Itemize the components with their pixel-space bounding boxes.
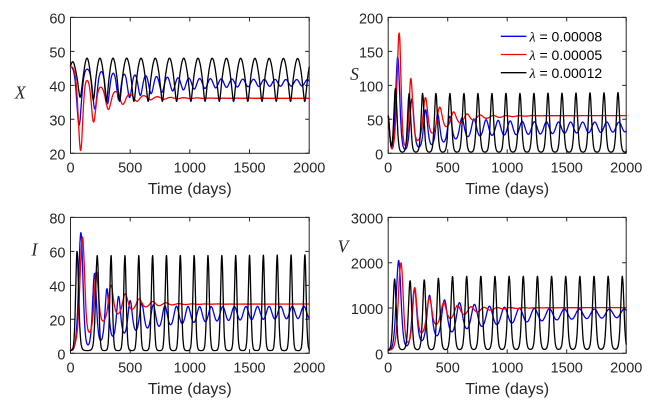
svg-text:λ = 0.00008: λ = 0.00008: [529, 29, 603, 46]
svg-text:200: 200: [359, 11, 383, 27]
svg-text:40: 40: [49, 279, 65, 295]
svg-text:2000: 2000: [610, 160, 642, 176]
svg-text:0: 0: [384, 360, 392, 376]
svg-text:1500: 1500: [233, 160, 265, 176]
svg-text:1500: 1500: [551, 360, 583, 376]
svg-text:2000: 2000: [610, 360, 642, 376]
svg-text:500: 500: [436, 360, 460, 376]
svg-text:40: 40: [49, 79, 65, 95]
svg-text:X: X: [14, 83, 27, 103]
svg-text:20: 20: [49, 313, 65, 329]
svg-text:50: 50: [49, 45, 65, 61]
svg-text:3000: 3000: [351, 211, 383, 227]
svg-text:λ = 0.00012: λ = 0.00012: [529, 65, 603, 82]
svg-text:1000: 1000: [351, 302, 383, 318]
svg-text:80: 80: [49, 211, 65, 227]
svg-text:Time (days): Time (days): [148, 381, 232, 398]
svg-text:20: 20: [49, 147, 65, 163]
svg-text:1000: 1000: [491, 160, 523, 176]
svg-text:Time (days): Time (days): [465, 381, 549, 398]
svg-text:Time (days): Time (days): [465, 181, 549, 198]
svg-text:500: 500: [436, 160, 460, 176]
svg-text:1000: 1000: [491, 360, 523, 376]
svg-text:2000: 2000: [351, 257, 383, 273]
svg-text:S: S: [350, 64, 359, 84]
svg-text:λ = 0.00005: λ = 0.00005: [529, 47, 603, 64]
svg-text:1500: 1500: [551, 160, 583, 176]
svg-text:Time (days): Time (days): [148, 181, 232, 198]
svg-text:0: 0: [66, 160, 74, 176]
svg-text:60: 60: [49, 11, 65, 27]
svg-text:2000: 2000: [293, 160, 325, 176]
svg-text:0: 0: [66, 360, 74, 376]
svg-text:0: 0: [375, 147, 383, 163]
svg-text:30: 30: [49, 113, 65, 129]
svg-text:150: 150: [359, 45, 383, 61]
svg-text:I: I: [30, 240, 38, 260]
svg-text:1500: 1500: [233, 360, 265, 376]
svg-text:1000: 1000: [174, 160, 206, 176]
svg-text:0: 0: [384, 160, 392, 176]
svg-text:50: 50: [367, 113, 383, 129]
svg-text:60: 60: [49, 245, 65, 261]
svg-text:0: 0: [375, 347, 383, 363]
svg-text:2000: 2000: [293, 360, 325, 376]
svg-text:1000: 1000: [174, 360, 206, 376]
svg-text:500: 500: [118, 360, 142, 376]
svg-text:0: 0: [57, 347, 65, 363]
svg-text:V: V: [338, 237, 351, 257]
svg-text:500: 500: [118, 160, 142, 176]
svg-text:100: 100: [359, 79, 383, 95]
